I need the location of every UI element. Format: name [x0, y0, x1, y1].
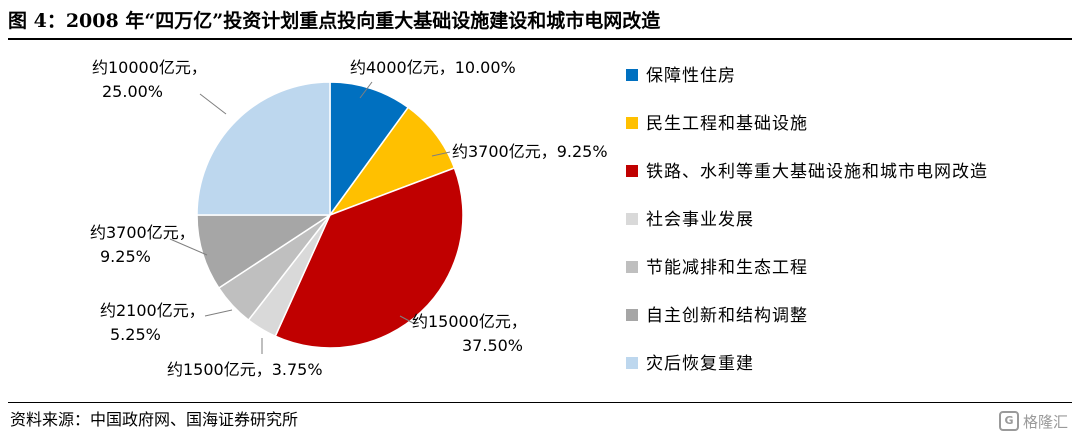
legend-label: 自主创新和结构调整 — [646, 306, 808, 326]
slice-label-line: 25.00% — [102, 82, 163, 101]
pie-slice — [327, 106, 456, 217]
slice-label: 约1500亿元，3.75% — [167, 360, 323, 379]
legend-swatch — [626, 261, 638, 273]
slice-labels: 约4000亿元，10.00% 约3700亿元， 9.25% 约15000亿元， 37.5… — [90, 58, 608, 379]
slice-label: 约3700亿元， 9.25% — [90, 223, 195, 266]
slice-label-line: 9.25% — [100, 247, 151, 266]
slice-label: 约3700亿元，9.25% — [452, 142, 608, 161]
legend-label: 节能减排和生态工程 — [646, 258, 808, 278]
slice-label-line: 约15000亿元， — [412, 312, 527, 331]
slice-label-line: 约3700亿元，9.25% — [452, 142, 608, 161]
chart-title: 图 4：2008 年“四万亿”投资计划重点投向重大基础设施建设和城市电网改造 — [8, 10, 661, 32]
slice-label-line: 约2100亿元， — [100, 301, 205, 320]
slice-label-line: 约10000亿元， — [92, 58, 207, 77]
slice-label: 约15000亿元， 37.50% — [412, 312, 527, 355]
leader-lines — [169, 81, 451, 354]
watermark-text: 格隆汇 — [1022, 412, 1068, 431]
leader-line — [204, 309, 233, 317]
leader-line — [359, 81, 373, 99]
legend: 保障性住房民生工程和基础设施铁路、水利等重大基础设施和城市电网改造社会事业发展节… — [626, 66, 988, 374]
legend-label: 社会事业发展 — [646, 210, 754, 230]
watermark: G 格隆汇 — [998, 410, 1068, 432]
slice-label-line: 37.50% — [462, 336, 523, 355]
source-rule — [8, 402, 1072, 403]
leader-line — [431, 151, 451, 157]
legend-label: 灾后恢复重建 — [646, 354, 754, 374]
slice-label-line: 约1500亿元，3.75% — [167, 360, 323, 379]
legend-swatch — [626, 309, 638, 321]
legend-swatch — [626, 165, 638, 177]
legend-swatch — [626, 69, 638, 81]
pie-slice — [274, 167, 464, 349]
leader-line — [399, 315, 416, 325]
pie-slices — [196, 81, 464, 349]
slice-label-line: 5.25% — [110, 325, 161, 344]
legend-swatch — [626, 213, 638, 225]
pie-slice — [196, 81, 331, 216]
legend-label: 保障性住房 — [646, 66, 736, 86]
legend-label: 民生工程和基础设施 — [646, 114, 808, 134]
source-note: 资料来源：中国政府网、国海证券研究所 — [10, 410, 299, 429]
legend-swatch — [626, 117, 638, 129]
slice-label-line: 约4000亿元，10.00% — [350, 58, 516, 77]
legend-swatch — [626, 357, 638, 369]
slice-label: 约2100亿元， 5.25% — [100, 301, 205, 344]
slice-label: 约10000亿元， 25.00% — [92, 58, 207, 101]
legend-label: 铁路、水利等重大基础设施和城市电网改造 — [646, 162, 988, 182]
slice-label-line: 约3700亿元， — [90, 223, 195, 242]
pie-slice — [329, 81, 410, 218]
leader-line — [199, 93, 227, 115]
title-rule — [8, 38, 1072, 40]
pie-chart: 约4000亿元，10.00% 约3700亿元， 9.25% 约15000亿元， 37.5… — [90, 58, 988, 379]
leader-line — [169, 238, 208, 256]
slice-label: 约4000亿元，10.00% — [350, 58, 516, 77]
watermark-logo-icon: G — [998, 411, 1019, 431]
